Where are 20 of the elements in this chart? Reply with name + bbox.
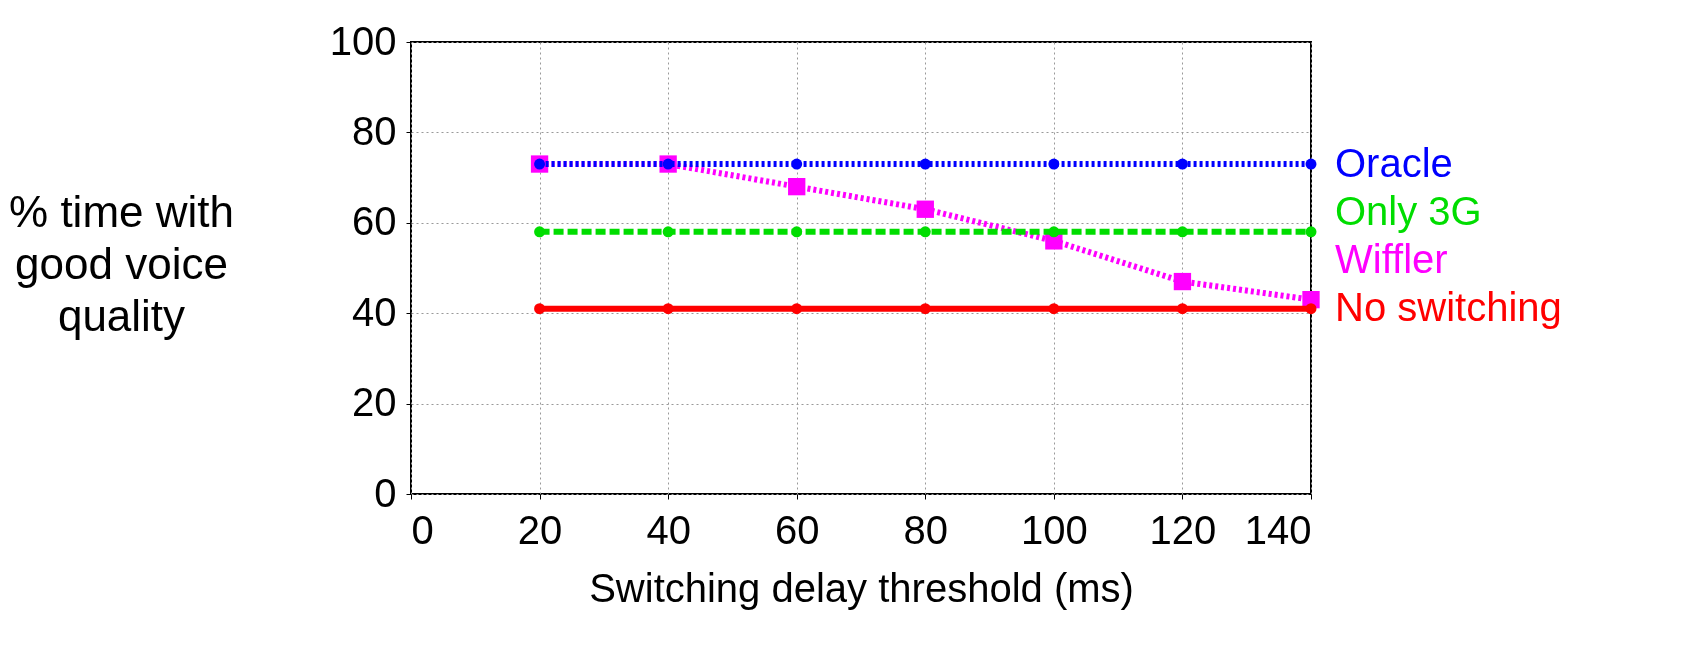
y-tick-label: 20 [352, 380, 397, 425]
x-tick-label: 0 [411, 507, 434, 552]
series-label: Only 3G [1335, 189, 1482, 233]
series-label: No switching [1335, 285, 1562, 329]
y-tick-label: 80 [352, 108, 397, 153]
x-tick-label: 20 [517, 507, 563, 552]
x-axis-title: Switching delay threshold (ms) [589, 565, 1134, 610]
x-tick-label: 100 [1020, 507, 1088, 552]
x-tick-label: 80 [903, 507, 949, 552]
series-label: Oracle [1335, 141, 1453, 185]
y-tick-label: 40 [352, 289, 397, 334]
y-tick-label: 0 [374, 470, 397, 515]
series-label: Wiffler [1335, 237, 1448, 281]
x-tick-label: 60 [774, 507, 820, 552]
x-tick-label: 120 [1149, 507, 1217, 552]
y-tick-label: 100 [329, 18, 397, 63]
x-tick-label: 140 [1244, 507, 1312, 552]
x-tick-label: 40 [646, 507, 691, 552]
y-tick-label: 60 [352, 199, 397, 244]
y-axis-title: % time with good voice quality [9, 186, 234, 340]
